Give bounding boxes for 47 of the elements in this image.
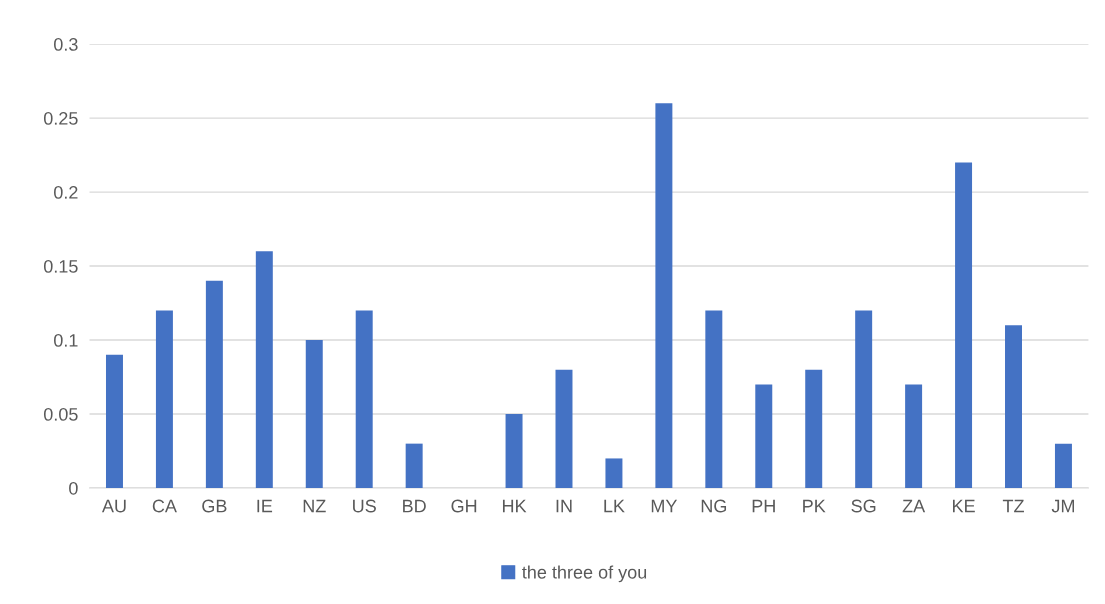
x-tick-label: IN <box>556 499 572 513</box>
x-tick-label: GB <box>202 499 227 513</box>
x-tick-label: AU <box>101 499 126 513</box>
bar <box>805 369 823 489</box>
y-tick-label: 0.15 <box>43 260 78 273</box>
x-tick-label: ZA <box>902 499 926 513</box>
bar <box>355 310 373 489</box>
bar <box>205 280 223 489</box>
bar <box>555 369 573 489</box>
bar <box>755 384 773 489</box>
x-tick-label: JM <box>1051 499 1074 513</box>
bar <box>605 458 623 489</box>
y-tick-label: 0 <box>69 481 78 495</box>
x-tick-label: MY <box>651 499 678 513</box>
x-tick-label: KE <box>953 499 975 513</box>
bar <box>855 310 873 489</box>
bar <box>905 384 923 489</box>
bar <box>1005 325 1022 489</box>
x-tick-label: NG <box>701 499 727 513</box>
y-tick-label: 0.1 <box>54 333 78 347</box>
bar <box>305 340 323 489</box>
legend-label: the three of you <box>522 565 647 583</box>
x-tick-label: SG <box>851 499 876 513</box>
x-tick-label: GH <box>451 499 477 513</box>
x-tick-label: US <box>353 499 376 513</box>
x-tick-label: CA <box>152 499 177 513</box>
bar <box>505 414 523 489</box>
x-tick-label: LK <box>604 499 625 513</box>
y-tick-label: 0.3 <box>54 38 78 51</box>
x-tick-label: IE <box>257 499 273 513</box>
y-tick-label: 0.25 <box>43 112 78 125</box>
x-tick-label: PK <box>803 499 826 513</box>
x-tick-label: PH <box>752 499 775 513</box>
x-tick-label: HK <box>502 499 527 513</box>
x-tick-label: NZ <box>303 499 326 513</box>
y-tick-label: 0.05 <box>43 407 78 421</box>
bar <box>405 443 423 489</box>
bar <box>1054 443 1072 489</box>
y-tick-label: 0.2 <box>54 186 78 199</box>
bar <box>105 354 123 489</box>
bar <box>255 251 273 489</box>
bar <box>655 103 673 489</box>
bar <box>155 310 173 489</box>
bar <box>955 162 973 489</box>
x-tick-label: BD <box>403 499 426 513</box>
x-tick-label: TZ <box>1002 499 1024 513</box>
bar <box>705 310 723 489</box>
